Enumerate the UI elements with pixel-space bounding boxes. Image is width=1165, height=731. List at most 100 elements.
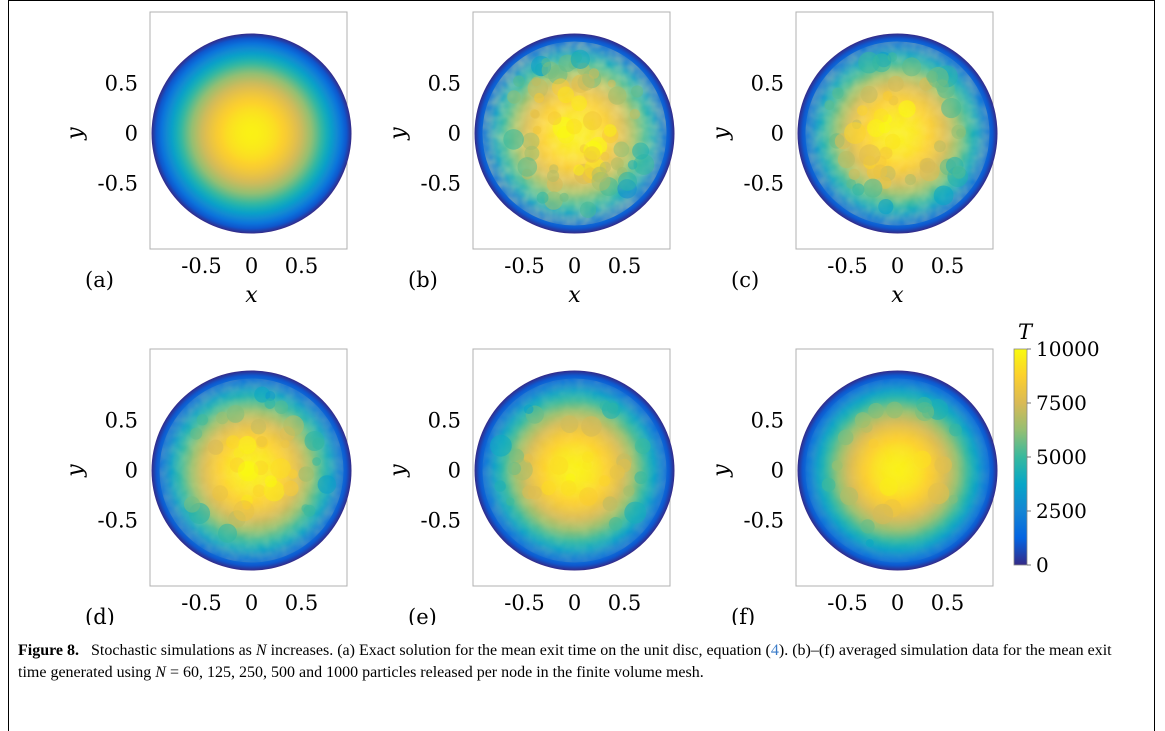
noise-blob <box>577 73 595 91</box>
y-tick-label: -0.5 <box>98 509 139 533</box>
noise-blob <box>541 480 556 496</box>
noise-blob <box>490 434 512 457</box>
panel-a: 0.5 0 -0.5 -0.5 0 0.5 x y (a) <box>63 11 352 308</box>
frame-top <box>8 0 1155 1</box>
noise-blob <box>632 142 650 160</box>
noise-blob <box>837 151 856 169</box>
noise-blob <box>608 517 623 531</box>
panel-label: (e) <box>408 605 437 625</box>
noise-blob <box>541 61 559 79</box>
x-axis-label: x <box>245 620 258 625</box>
x-tick-label: 0 <box>891 591 904 615</box>
noise-blob <box>609 464 625 480</box>
noise-blob <box>865 539 874 548</box>
x-tick-label: 0.5 <box>608 254 641 278</box>
noise-blob <box>618 171 637 191</box>
noise-blob <box>265 391 276 401</box>
noise-blob <box>837 429 854 446</box>
panel-c: 0.5 0 -0.5 -0.5 0 0.5 x y (c) <box>709 11 998 308</box>
caption-var-n2: N <box>155 664 166 681</box>
noise-blob <box>860 519 875 534</box>
noise-blob <box>522 132 540 150</box>
noise-blob <box>573 164 585 176</box>
x-axis-label: x <box>568 283 581 308</box>
x-tick-label: -0.5 <box>504 591 545 615</box>
noise-blob <box>559 192 569 202</box>
noise-blob <box>873 164 888 179</box>
x-tick-label: 0.5 <box>285 591 318 615</box>
noise-blob <box>270 458 291 479</box>
figure-8: 0.5 0 -0.5 -0.5 0 0.5 x y (a) 0.5 0 -0.5 -0.5 0 0.5 x y (… <box>63 11 1100 625</box>
noise-blob <box>634 471 648 485</box>
equation-link[interactable]: 4 <box>770 642 779 659</box>
noise-blob <box>602 496 618 512</box>
noise-blob <box>627 160 638 170</box>
y-tick-label: -0.5 <box>98 172 139 196</box>
noise-blob <box>832 87 844 99</box>
noise-blob <box>523 453 533 463</box>
noise-blob <box>582 460 592 471</box>
noise-blob <box>934 456 952 474</box>
x-tick-label: -0.5 <box>827 254 868 278</box>
x-tick-label: 0 <box>568 591 581 615</box>
noise-blob <box>613 141 630 158</box>
noise-blob <box>927 482 950 505</box>
noise-blob <box>902 57 922 77</box>
noise-blob <box>544 191 563 210</box>
noise-blob <box>312 457 321 466</box>
noise-blob <box>208 439 224 455</box>
noise-blob <box>250 419 267 435</box>
x-tick-label: 0 <box>245 254 258 278</box>
noise-blob <box>557 86 575 104</box>
y-tick-label: 0 <box>125 459 138 483</box>
x-tick-label: 0 <box>568 254 581 278</box>
x-tick-label: 0.5 <box>285 254 318 278</box>
noise-blob <box>624 501 647 524</box>
noise-blob <box>824 100 835 111</box>
panel-label: (d) <box>85 605 115 625</box>
noise-blob <box>831 460 843 471</box>
noise-blob <box>857 105 868 116</box>
noise-blob <box>507 461 522 476</box>
noise-blob <box>507 90 521 104</box>
noise-blob <box>570 49 590 69</box>
noise-blob <box>252 484 266 498</box>
x-tick-label: -0.5 <box>181 591 222 615</box>
colorbar-tick-label: 0 <box>1036 553 1049 577</box>
noise-blob <box>494 480 506 492</box>
colorbar-tick-label: 7500 <box>1036 391 1087 415</box>
noise-blob <box>534 92 545 104</box>
noise-blob <box>583 111 602 131</box>
noise-blob <box>579 487 598 506</box>
noise-blob <box>190 427 203 440</box>
noise-blob <box>934 140 946 153</box>
y-tick-label: -0.5 <box>421 172 462 196</box>
noise-blob <box>860 85 878 104</box>
noise-blob <box>196 414 209 426</box>
noise-blob <box>237 460 259 482</box>
noise-blob <box>301 504 310 513</box>
y-axis-label: y <box>386 127 411 141</box>
noise-blob <box>844 122 866 144</box>
panel-label: (b) <box>408 268 438 292</box>
noise-blob <box>264 475 277 488</box>
colorbar-tick-label: 2500 <box>1036 499 1087 523</box>
noise-blob <box>503 129 524 150</box>
y-tick-label: 0.5 <box>105 72 138 96</box>
noise-blob <box>579 201 597 218</box>
y-axis-label: y <box>709 464 734 478</box>
noise-blob <box>854 412 871 428</box>
noise-blob <box>280 439 290 449</box>
noise-blob <box>591 171 611 191</box>
noise-blob <box>840 487 859 506</box>
x-tick-label: 0.5 <box>608 591 641 615</box>
noise-blob <box>528 485 542 500</box>
noise-blob <box>884 133 901 150</box>
noise-blob <box>304 431 325 451</box>
noise-blob <box>560 415 579 434</box>
y-tick-label: 0 <box>125 122 138 146</box>
noise-blob <box>629 109 641 120</box>
noise-blob <box>951 124 966 140</box>
noise-blob <box>600 151 610 161</box>
noise-blob <box>531 109 540 119</box>
